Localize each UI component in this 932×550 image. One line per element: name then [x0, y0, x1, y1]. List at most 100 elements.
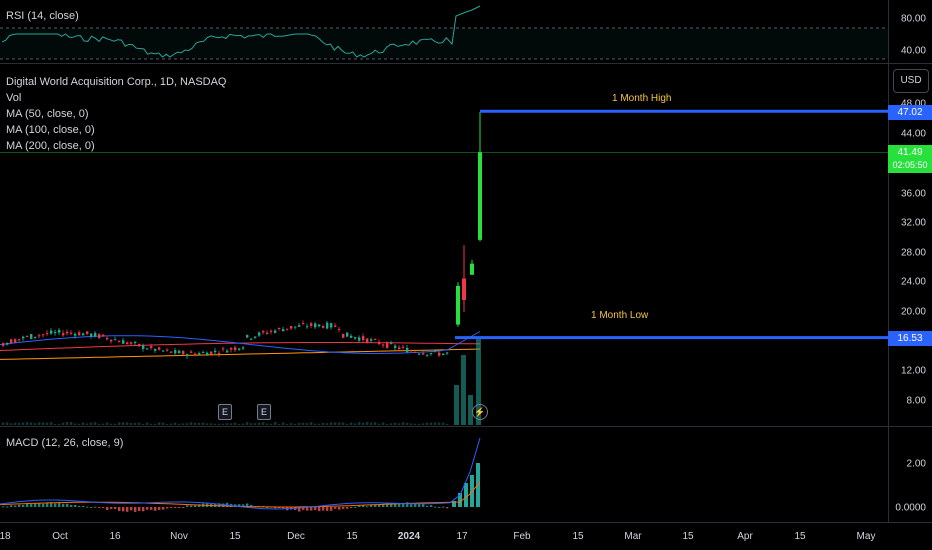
rsi-scale[interactable] — [888, 0, 932, 63]
price-pane[interactable] — [0, 64, 888, 426]
volume-bar — [2, 422, 5, 425]
volume-bar — [118, 422, 121, 425]
macd-histogram-bar — [74, 504, 77, 507]
lightning-icon[interactable]: ⚡ — [472, 404, 488, 420]
macd-histogram-bar — [50, 502, 53, 507]
volume-bar-spike — [468, 395, 473, 425]
volume-bar — [402, 422, 405, 425]
macd-histogram-bar — [170, 507, 173, 509]
candle-body — [382, 344, 385, 346]
candle-body — [286, 328, 289, 330]
candle-body — [218, 353, 221, 355]
month-high-annotation[interactable]: 1 Month High — [612, 93, 672, 104]
pane-separator[interactable] — [0, 426, 932, 427]
chart-canvas[interactable] — [0, 0, 888, 522]
breakout-candle-body — [456, 285, 460, 325]
macd-histogram-bar — [310, 507, 313, 511]
macd-histogram-bar — [370, 504, 373, 507]
candle-body — [362, 336, 365, 340]
price-tick: 48.00 — [900, 98, 926, 110]
volume-bar — [70, 422, 73, 425]
macd-legend[interactable]: MACD (12, 26, close, 9) — [6, 437, 124, 449]
price-tick: 20.00 — [900, 306, 926, 318]
macd-histogram-bar — [194, 505, 197, 507]
macd-histogram-bar — [54, 503, 57, 507]
rsi-pane[interactable] — [0, 0, 888, 63]
macd-histogram-bar — [42, 503, 45, 507]
volume-bar — [146, 422, 149, 425]
volume-bar — [282, 422, 285, 425]
time-tick: 15 — [229, 531, 241, 542]
volume-bar — [294, 423, 297, 425]
earnings-badge[interactable]: E — [257, 404, 271, 420]
macd-histogram-bar — [446, 507, 449, 509]
candle-body — [294, 326, 297, 328]
volume-legend[interactable]: Vol — [6, 92, 22, 104]
candle-body — [402, 346, 405, 348]
earnings-badge[interactable]: E — [218, 404, 232, 420]
macd-histogram-bar — [306, 507, 309, 511]
volume-bar — [298, 422, 301, 425]
candle-body — [102, 334, 105, 337]
candle-body — [306, 326, 309, 328]
macd-pane[interactable] — [0, 427, 888, 522]
candle-body — [442, 353, 445, 355]
macd-histogram-bar — [358, 505, 361, 507]
volume-bar — [26, 422, 29, 425]
candle-body — [10, 339, 13, 344]
macd-histogram-bar — [166, 507, 169, 509]
candle-body — [46, 332, 49, 334]
macd-histogram-bar — [438, 506, 441, 508]
macd-histogram-bar — [78, 505, 81, 507]
ma50-legend[interactable]: MA (50, close, 0) — [6, 108, 89, 120]
volume-bar — [278, 423, 281, 425]
currency-button[interactable]: USD — [893, 69, 929, 93]
price-tick: 28.00 — [900, 247, 926, 259]
candle-body — [314, 323, 317, 328]
ma200-legend[interactable]: MA (200, close, 0) — [6, 140, 95, 152]
candle-body — [82, 333, 85, 336]
macd-histogram-bar — [406, 502, 409, 507]
rsi-legend[interactable]: RSI (14, close) — [6, 10, 79, 22]
macd-histogram-bar — [10, 505, 13, 507]
volume-bar — [114, 423, 117, 425]
macd-histogram-bar — [182, 507, 185, 508]
volume-bar — [54, 423, 57, 425]
candle-body — [62, 333, 65, 336]
macd-histogram-bar — [322, 507, 325, 511]
candle-body — [186, 354, 189, 357]
time-tick: Oct — [52, 531, 68, 542]
candle-body — [318, 324, 321, 327]
pane-separator[interactable] — [0, 63, 932, 64]
volume-bar — [150, 423, 153, 425]
volume-bar — [378, 423, 381, 425]
candle-body — [22, 336, 25, 339]
macd-line — [0, 437, 481, 510]
volume-bar — [350, 422, 353, 425]
candle-body — [90, 333, 93, 337]
macd-histogram-bar — [190, 505, 193, 507]
volume-bar — [286, 423, 289, 425]
candle-body — [414, 351, 417, 353]
volume-bar — [394, 422, 397, 425]
time-tick: 16 — [109, 531, 121, 542]
volume-bar — [398, 423, 401, 425]
candle-body — [110, 339, 113, 342]
month-low-annotation[interactable]: 1 Month Low — [591, 310, 649, 321]
ma100-legend[interactable]: MA (100, close, 0) — [6, 124, 95, 136]
macd-histogram-bar — [422, 504, 425, 507]
candle-body — [166, 349, 169, 351]
volume-bar — [358, 422, 361, 425]
macd-histogram-bar — [282, 507, 285, 509]
price-scale[interactable] — [888, 64, 932, 426]
volume-bar — [186, 423, 189, 425]
macd-scale[interactable] — [888, 427, 932, 522]
macd-histogram-bar — [298, 507, 301, 512]
candle-body — [302, 323, 305, 325]
symbol-title[interactable]: Digital World Acquisition Corp., 1D, NAS… — [6, 76, 227, 88]
macd-histogram-bar — [238, 504, 241, 507]
candle-body — [2, 343, 5, 346]
volume-bar — [34, 423, 37, 425]
macd-histogram-bar — [374, 504, 377, 507]
candle-body — [230, 348, 233, 350]
